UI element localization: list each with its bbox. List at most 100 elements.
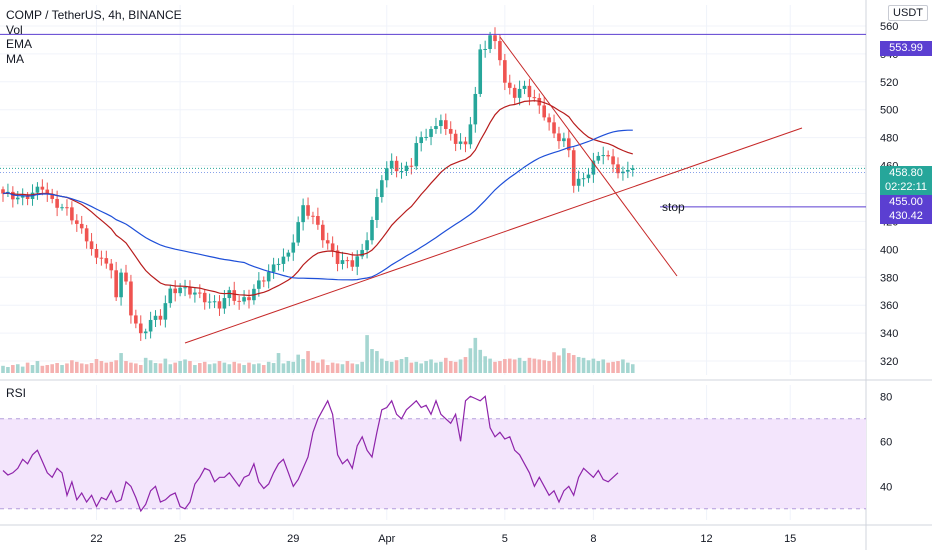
candle-body: [198, 292, 202, 294]
time-tick-label: Apr: [378, 533, 395, 545]
volume-bar: [552, 352, 556, 373]
candle-body: [306, 205, 310, 216]
volume-bar: [498, 361, 502, 373]
volume-bar: [621, 359, 625, 373]
indicator-ema-label[interactable]: EMA: [6, 37, 33, 51]
chart-symbol-title[interactable]: COMP / TetherUS, 4h, BINANCE: [6, 8, 182, 22]
price-tick-label: 520: [880, 77, 898, 89]
candle-body: [389, 160, 394, 169]
volume-bar: [134, 363, 138, 373]
candle-body: [552, 122, 556, 134]
candle-body: [163, 303, 168, 320]
candle-body: [261, 280, 266, 282]
indicator-vol-label[interactable]: Vol: [6, 23, 23, 37]
volume-bar: [252, 364, 256, 373]
candle-body: [473, 93, 478, 125]
price-tick-label: 380: [880, 272, 898, 284]
candle-body: [232, 290, 237, 301]
candle-body: [227, 290, 232, 299]
candle-body: [281, 256, 286, 264]
candle-body: [630, 168, 635, 171]
candle-body: [503, 60, 507, 83]
volume-bar: [532, 358, 537, 373]
candle-body: [84, 228, 89, 242]
volume-bar: [547, 361, 551, 373]
volume-bar: [143, 357, 148, 373]
volume-bar: [493, 361, 497, 373]
volume-bar: [286, 361, 291, 373]
volume-bar: [207, 364, 212, 373]
currency-selector-button[interactable]: USDT: [888, 5, 928, 21]
volume-bar: [266, 361, 271, 373]
candle-body: [89, 241, 94, 249]
volume-bar: [601, 359, 606, 373]
candle-body: [247, 297, 251, 301]
candle-body: [124, 272, 128, 282]
price-tick-label: 340: [880, 328, 898, 340]
volume-bar: [596, 361, 601, 373]
candle-body: [15, 197, 20, 200]
candle-body: [547, 117, 551, 123]
candle-body: [424, 136, 428, 138]
time-tick-label: 22: [90, 533, 102, 545]
candle-body: [576, 178, 581, 186]
candle-body: [129, 281, 133, 316]
candle-body: [345, 260, 350, 262]
volume-bar: [576, 357, 581, 373]
volume-bar: [276, 353, 281, 373]
candle-body: [119, 272, 123, 298]
candle-body: [439, 120, 443, 127]
volume-bar: [571, 355, 576, 373]
candle-body: [478, 49, 483, 94]
candle-body: [591, 160, 596, 175]
candle-body: [296, 222, 300, 243]
candle-body: [404, 165, 409, 172]
price-tick-label: 400: [880, 244, 898, 256]
volume-bar: [168, 364, 173, 373]
candle-body: [291, 242, 296, 253]
price-tick-label: 360: [880, 300, 898, 312]
candle-body: [143, 331, 148, 334]
time-tick-label: 25: [174, 533, 186, 545]
stop-price-tag: 430.42: [880, 209, 932, 224]
candle-body: [370, 219, 374, 241]
candle-body: [444, 120, 448, 129]
candle-body: [158, 315, 163, 320]
candle-body: [493, 35, 497, 42]
volume-bar: [158, 363, 163, 373]
time-tick-label: 12: [700, 533, 712, 545]
candle-body: [316, 216, 320, 225]
ema-price-tag: 455.00: [880, 195, 932, 210]
time-tick-label: 15: [784, 533, 796, 545]
volume-bar: [89, 363, 94, 373]
candle-body: [20, 196, 25, 198]
time-tick-label: 5: [502, 533, 508, 545]
candle-body: [168, 288, 173, 304]
volume-bar: [291, 361, 296, 373]
stop-annotation[interactable]: stop: [662, 200, 685, 214]
candle-body: [355, 256, 360, 267]
candle-body: [483, 48, 487, 50]
indicator-ma-label[interactable]: MA: [6, 52, 24, 66]
volume-bar: [301, 359, 305, 373]
candle-body: [498, 41, 502, 61]
candle-body: [542, 105, 546, 118]
volume-bar: [30, 365, 35, 373]
volume-bar: [217, 361, 222, 373]
candle-body: [562, 138, 566, 142]
ascending-trendline: [184, 127, 803, 344]
volume-bar: [6, 367, 10, 373]
price-tick-label: 320: [880, 356, 898, 368]
candle-body: [70, 207, 74, 221]
price-tick-label: 480: [880, 133, 898, 145]
volume-bar: [458, 359, 463, 373]
rsi-pane-title[interactable]: RSI: [6, 386, 27, 400]
volume-bar: [527, 357, 532, 373]
volume-bar: [261, 365, 266, 373]
volume-bar: [360, 361, 364, 373]
candle-body: [419, 137, 423, 144]
volume-bar: [537, 359, 542, 373]
volume-bar: [389, 361, 394, 373]
candle-body: [429, 129, 433, 137]
